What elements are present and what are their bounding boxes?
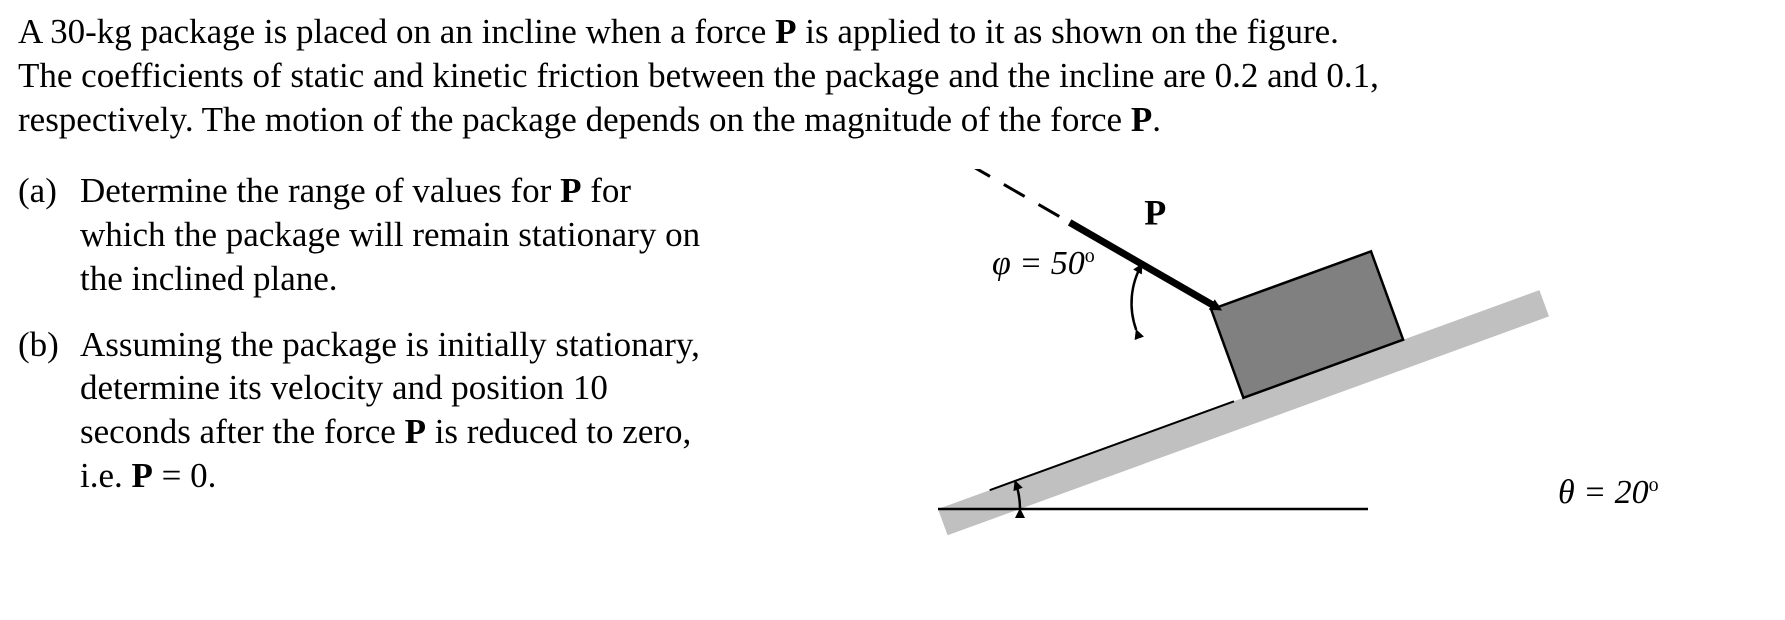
part-b-text: determine its velocity and position 10	[80, 368, 608, 407]
force-P: P	[405, 412, 426, 451]
part-b: (b) Assuming the package is initially st…	[18, 323, 878, 498]
svg-text:φ = 50o: φ = 50o	[992, 245, 1095, 282]
parts-column: (a) Determine the range of values for P …	[18, 169, 878, 519]
parts-and-figure: (a) Determine the range of values for P …	[18, 169, 1767, 589]
part-b-label: (b)	[18, 323, 80, 498]
svg-text:θ = 20o: θ = 20o	[1558, 474, 1659, 511]
part-b-text: Assuming the package is initially statio…	[80, 325, 700, 364]
force-P: P	[132, 456, 153, 495]
figure-column: Pφ = 50o θ = 20o	[898, 169, 1785, 589]
part-b-text: seconds after the force	[80, 412, 405, 451]
part-b-text: is reduced to zero,	[426, 412, 691, 451]
incline-figure: Pφ = 50o θ = 20o	[898, 169, 1785, 589]
force-P: P	[1131, 100, 1152, 139]
part-a-body: Determine the range of values for P for …	[80, 169, 878, 300]
part-a: (a) Determine the range of values for P …	[18, 169, 878, 300]
intro-text: A 30-kg package is placed on an incline …	[18, 12, 775, 51]
force-P: P	[560, 171, 581, 210]
intro-text: The coefficients of static and kinetic f…	[18, 56, 1379, 95]
part-a-text: which the package will remain stationary…	[80, 215, 700, 254]
problem-statement: A 30-kg package is placed on an incline …	[18, 10, 1767, 141]
force-P: P	[775, 12, 796, 51]
intro-text: respectively. The motion of the package …	[18, 100, 1131, 139]
part-a-text: for	[581, 171, 631, 210]
part-a-text: the inclined plane.	[80, 259, 338, 298]
part-a-label: (a)	[18, 169, 80, 300]
page: A 30-kg package is placed on an incline …	[0, 0, 1785, 620]
intro-text: .	[1152, 100, 1161, 139]
part-a-text: Determine the range of values for	[80, 171, 560, 210]
intro-text: is applied to it as shown on the figure.	[796, 12, 1338, 51]
part-b-text: i.e.	[80, 456, 132, 495]
part-b-body: Assuming the package is initially statio…	[80, 323, 878, 498]
svg-text:P: P	[1144, 193, 1166, 233]
part-b-text: = 0.	[153, 456, 217, 495]
